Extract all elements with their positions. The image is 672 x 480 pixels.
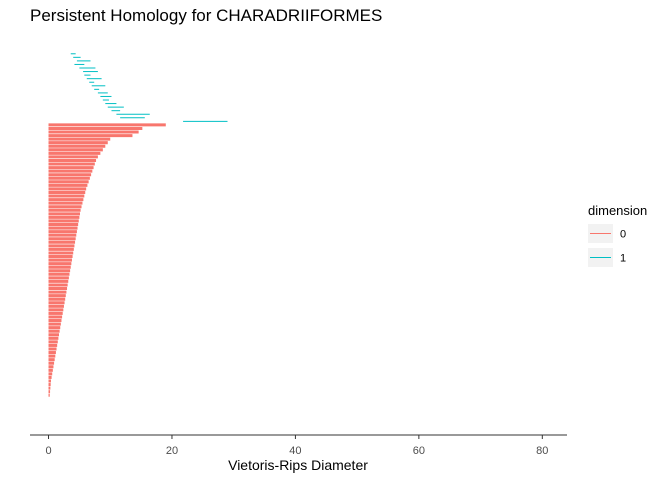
x-axis-ticks: 0 20 40 60 80 [45, 435, 548, 457]
bars-layer [48, 53, 228, 397]
x-tick-label-0: 0 [45, 445, 51, 457]
x-tick-label-3: 60 [413, 445, 425, 457]
legend-label-0: 0 [620, 229, 626, 241]
legend: dimension 0 1 [588, 203, 647, 267]
chart-title: Persistent Homology for CHARADRIIFORMES [30, 6, 383, 25]
x-tick-label-1: 20 [166, 445, 178, 457]
x-tick-label-2: 40 [289, 445, 301, 457]
legend-label-1: 1 [620, 253, 626, 265]
x-tick-label-4: 80 [536, 445, 548, 457]
legend-title: dimension [588, 203, 647, 218]
x-axis-title: Vietoris-Rips Diameter [228, 457, 368, 473]
